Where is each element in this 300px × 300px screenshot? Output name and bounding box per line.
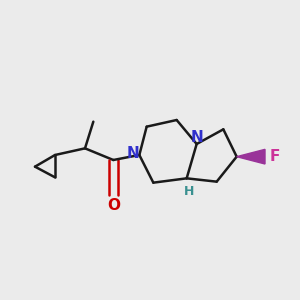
Text: N: N <box>127 146 140 161</box>
Text: N: N <box>191 130 204 145</box>
Text: H: H <box>184 185 194 198</box>
Text: O: O <box>107 197 120 212</box>
Text: F: F <box>269 149 280 164</box>
Polygon shape <box>237 149 265 164</box>
